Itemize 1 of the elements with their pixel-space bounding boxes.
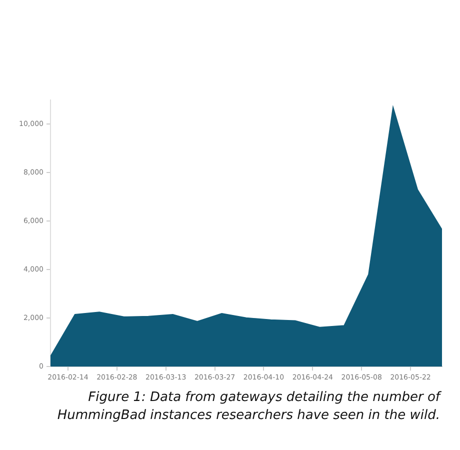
caption: Figure 1: Data from gateways detailing the number of HummingBad instances researchers have seen in the wild. [56, 389, 440, 425]
